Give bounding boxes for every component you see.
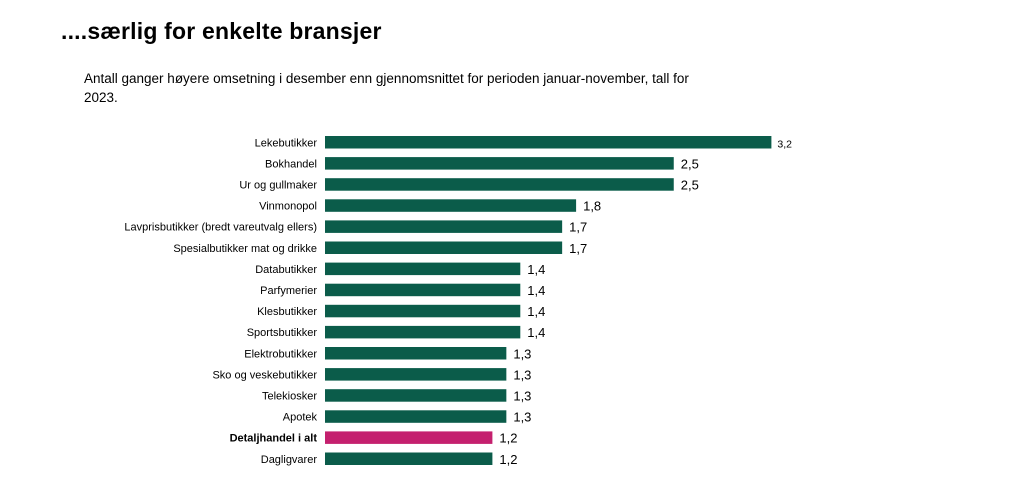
category-label: Spesialbutikker mat og drikke (173, 243, 317, 255)
category-label: Bokhandel (265, 158, 317, 170)
value-label: 1,7 (569, 241, 587, 256)
bar (325, 199, 577, 212)
value-label: 1,7 (569, 220, 587, 235)
bar (325, 220, 563, 233)
category-label: Parfymerier (260, 285, 317, 297)
bar (325, 452, 493, 465)
bar (325, 136, 772, 149)
category-label: Apotek (283, 412, 318, 424)
category-label: Elektrobutikker (244, 348, 317, 360)
category-label: Sportsbutikker (247, 327, 318, 339)
category-label: Databutikker (255, 264, 317, 276)
bar (325, 304, 521, 318)
value-label: 1,3 (513, 367, 531, 382)
value-label: 2,5 (681, 156, 699, 171)
bar (325, 410, 507, 423)
category-label: Ur og gullmaker (239, 179, 317, 191)
value-label: 1,2 (499, 431, 517, 446)
value-label: 1,3 (513, 410, 531, 425)
bar (325, 325, 521, 339)
bar (325, 178, 674, 191)
category-label: Sko og veskebutikker (212, 369, 317, 381)
chart-subtitle: Antall ganger høyere omsetning i desembe… (84, 71, 689, 105)
bar (325, 283, 521, 297)
value-label: 1,4 (527, 304, 545, 319)
bar (325, 368, 507, 381)
highlight-bar (325, 431, 493, 444)
value-label: 1,4 (527, 325, 545, 340)
category-label: Lavprisbutikker (bredt vareutvalg ellers… (124, 222, 317, 234)
category-label: Dagligvarer (261, 454, 318, 466)
category-label: Vinmonopol (259, 201, 317, 213)
bar (325, 262, 521, 276)
category-label: Lekebutikker (255, 137, 318, 149)
value-label: 1,2 (499, 452, 517, 467)
bar (325, 389, 507, 402)
bar (325, 347, 507, 360)
bar (325, 241, 563, 254)
value-label: 1,4 (527, 262, 545, 277)
category-label: Detaljhandel i alt (230, 433, 318, 445)
bar (325, 157, 674, 170)
page-title: ....særlig for enkelte bransjer (61, 18, 382, 44)
value-label: 1,3 (513, 346, 531, 361)
value-label: 1,3 (513, 388, 531, 403)
value-label: 3,2 (777, 138, 792, 150)
value-label: 1,4 (527, 283, 545, 298)
value-label: 1,8 (583, 199, 601, 214)
value-label: 2,5 (681, 177, 699, 192)
category-label: Klesbutikker (257, 306, 317, 318)
category-label: Telekiosker (262, 390, 317, 402)
